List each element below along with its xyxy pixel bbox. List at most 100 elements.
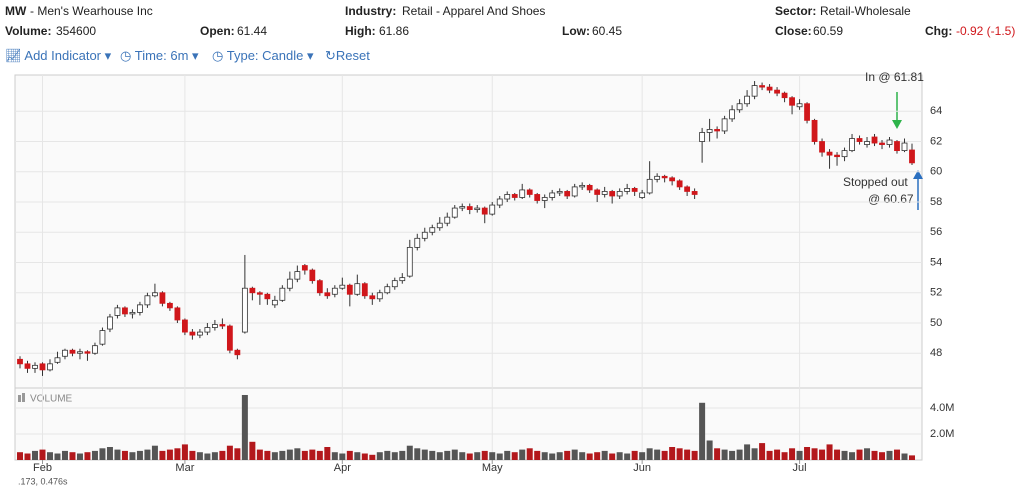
candle-body xyxy=(669,177,676,182)
volume-bar xyxy=(556,452,563,460)
candle-body xyxy=(279,287,286,301)
candle-body xyxy=(744,95,750,105)
candle-body xyxy=(871,136,878,144)
candle-body xyxy=(571,186,578,197)
candle-body xyxy=(616,191,623,197)
candle-body xyxy=(504,194,511,200)
candle-body xyxy=(249,287,256,294)
volume-bar xyxy=(759,443,766,460)
candle-body xyxy=(451,207,458,218)
volume-bar xyxy=(804,446,811,460)
volume-bar xyxy=(369,454,376,460)
volume-bar xyxy=(91,450,98,460)
volume-bar xyxy=(886,450,893,460)
candle-body xyxy=(294,271,301,280)
volume-bar xyxy=(31,450,38,460)
candle-body xyxy=(339,284,346,289)
volume-bar xyxy=(894,449,901,460)
candle-body xyxy=(54,357,61,363)
candle-body xyxy=(309,269,316,282)
candle-body xyxy=(706,129,713,133)
volume-bar xyxy=(489,452,496,460)
candle-body xyxy=(271,299,278,306)
candle-body xyxy=(167,302,173,309)
volume-bar xyxy=(136,450,143,460)
volume-bar xyxy=(819,449,826,460)
volume-bar xyxy=(526,448,533,460)
volume-bar xyxy=(601,450,608,460)
volume-bar xyxy=(346,450,353,460)
volume-bar xyxy=(271,452,278,460)
volume-bar xyxy=(406,445,413,460)
volume-bar xyxy=(691,450,698,460)
volume-label: Volume: xyxy=(5,24,52,38)
volume-icon xyxy=(18,395,21,402)
type-select[interactable]: ◷ Type: Candle ▾ xyxy=(212,48,314,63)
y-tick-label: 60 xyxy=(930,166,942,178)
volume-bar xyxy=(286,449,293,460)
candle-body xyxy=(234,349,241,356)
stop-arrow-head xyxy=(913,170,923,179)
time-text[interactable]: Time: 6m xyxy=(134,48,189,63)
volume-bar xyxy=(174,448,181,460)
sector-label: Sector: xyxy=(775,4,817,18)
candle-body xyxy=(586,184,593,191)
open-label: Open: xyxy=(200,24,235,38)
stop-annotation: Stopped out xyxy=(843,175,908,189)
candle-body xyxy=(414,237,421,248)
volume-bar xyxy=(811,448,818,460)
candle-body xyxy=(781,92,788,99)
volume-bar xyxy=(714,448,721,460)
candle-body xyxy=(286,278,293,289)
add-indicator-text[interactable]: Add Indicator xyxy=(24,48,102,63)
candle-body xyxy=(24,363,31,369)
volume-bar xyxy=(616,452,623,460)
volume-bar xyxy=(17,452,23,460)
y-tick-label: 56 xyxy=(930,226,942,238)
candle-body xyxy=(324,292,331,297)
candle-body xyxy=(556,191,563,194)
reset[interactable]: ↻Reset xyxy=(325,48,370,63)
low: 60.45 xyxy=(592,24,623,38)
candle-body xyxy=(32,364,38,369)
candle-body xyxy=(361,283,368,297)
volume-bar xyxy=(309,449,316,460)
y-tick-label: 2.0M xyxy=(930,428,954,440)
volume-bar xyxy=(339,453,346,460)
candle-body xyxy=(346,284,353,295)
candle-body xyxy=(182,319,188,333)
open: 61.44 xyxy=(237,24,268,38)
x-tick-label: May xyxy=(482,462,503,474)
entry-annotation: In @ 61.81 xyxy=(865,70,924,84)
volume-bar xyxy=(421,449,428,460)
x-tick-label: Jun xyxy=(633,462,651,474)
candle-body xyxy=(609,191,616,197)
candle-body xyxy=(534,194,541,201)
time-select[interactable]: ◷ Time: 6m ▾ xyxy=(120,48,199,63)
chg: -0.92 (-1.5) xyxy=(956,24,1016,38)
candle-body xyxy=(841,150,848,158)
volume-bar xyxy=(564,450,571,460)
candle-body xyxy=(137,304,143,313)
add-indicator[interactable]: 📈︎ Add Indicator ▾ xyxy=(5,48,112,63)
volume-bar xyxy=(384,450,391,460)
volume-bar xyxy=(84,452,91,460)
volume-bar xyxy=(504,450,511,460)
candle-body xyxy=(804,103,810,121)
volume-bar xyxy=(234,448,241,460)
candle-body xyxy=(699,132,706,142)
volume-bar xyxy=(24,453,31,460)
volume-bar xyxy=(76,453,83,460)
volume-bar xyxy=(294,448,301,460)
industry-label: Industry: xyxy=(345,4,397,18)
candle-body xyxy=(301,265,308,271)
volume-bar xyxy=(301,450,308,460)
type-text[interactable]: Type: Candle xyxy=(226,48,304,63)
candle-body xyxy=(511,194,518,198)
volume-bar xyxy=(796,450,803,460)
reset-text[interactable]: Reset xyxy=(335,48,370,63)
candle-body xyxy=(17,358,23,365)
high-label: High: xyxy=(345,24,376,38)
volume-bar xyxy=(856,449,863,460)
candle-body xyxy=(624,188,631,192)
